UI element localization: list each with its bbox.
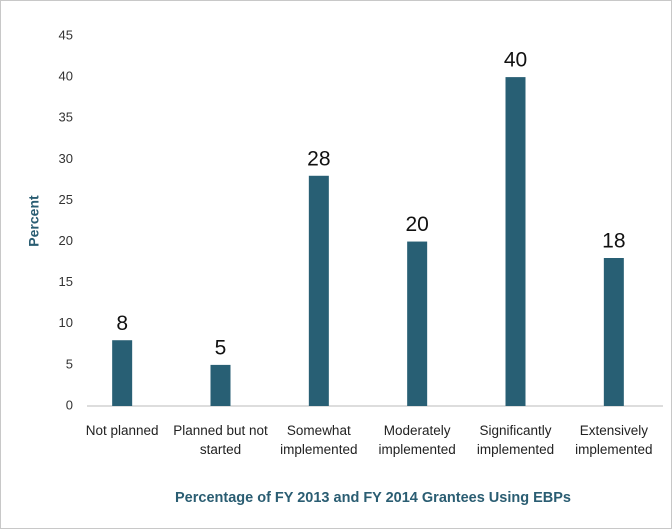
data-label: 5 <box>215 336 227 359</box>
bar <box>407 241 428 406</box>
data-label: 18 <box>602 230 625 253</box>
bar <box>505 77 526 406</box>
data-label: 20 <box>405 213 428 236</box>
y-tick-label: 20 <box>59 233 73 248</box>
x-tick-label: Moderately implemented <box>378 423 456 457</box>
y-tick-label: 45 <box>59 27 73 42</box>
x-tick-label: Planned but not started <box>173 423 268 457</box>
bar <box>308 175 329 406</box>
data-label: 40 <box>504 49 527 72</box>
y-tick-label: 5 <box>66 356 73 371</box>
y-tick-label: 0 <box>66 397 73 412</box>
bar <box>112 340 133 406</box>
x-axis-title: Percentage of FY 2013 and FY 2014 Grante… <box>175 490 571 506</box>
x-tick-label: Somewhat implemented <box>280 423 358 457</box>
y-tick-label: 15 <box>59 274 73 289</box>
y-tick-label: 40 <box>59 69 73 84</box>
y-tick-label: 25 <box>59 192 73 207</box>
data-label: 28 <box>307 147 330 170</box>
data-label: 8 <box>116 312 128 335</box>
x-tick-label: Significantly implemented <box>476 423 555 457</box>
x-tick-label: Extensively implemented <box>575 423 653 457</box>
bar <box>603 258 624 406</box>
bar <box>210 364 231 406</box>
y-tick-label: 30 <box>59 151 73 166</box>
x-tick-label: Not planned <box>85 423 159 438</box>
y-axis-title: Percent <box>26 195 42 247</box>
y-tick-label: 10 <box>59 315 73 330</box>
y-tick-label: 35 <box>59 110 73 125</box>
